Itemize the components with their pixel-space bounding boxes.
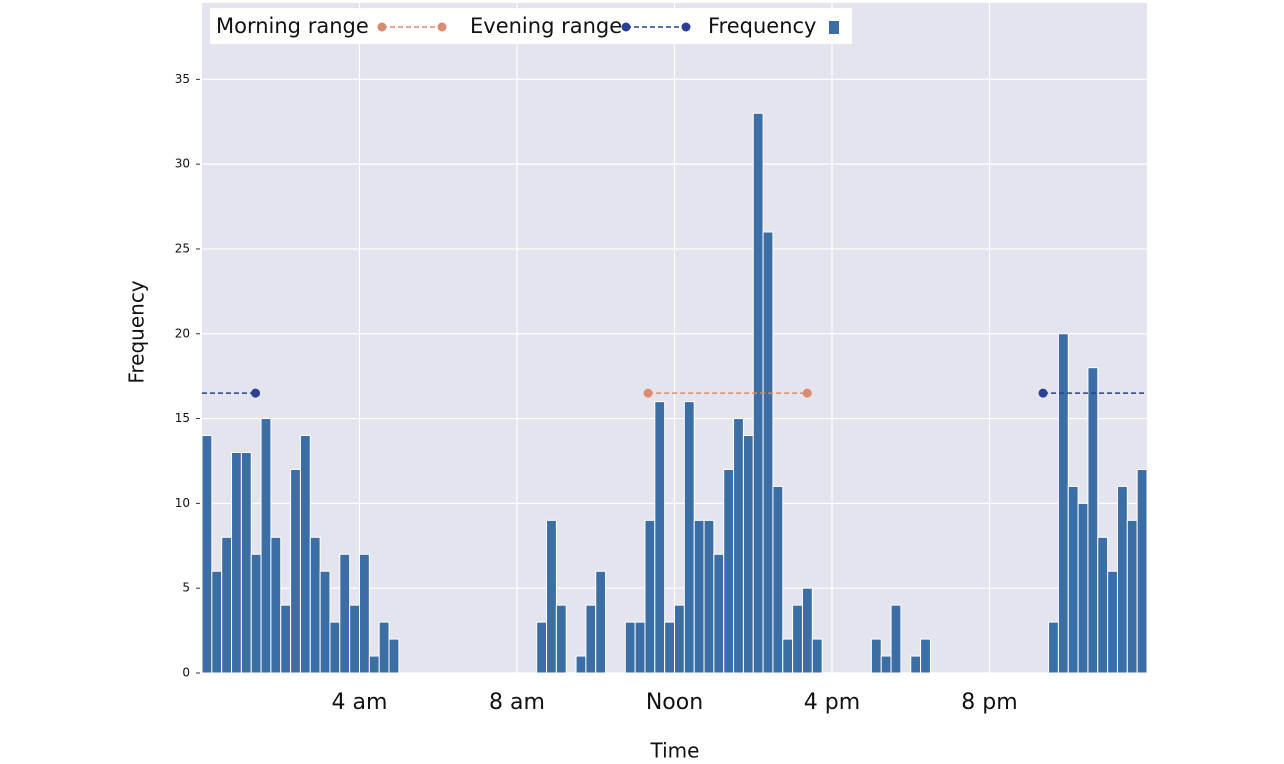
legend-label: Frequency — [708, 14, 817, 38]
bar — [870, 638, 882, 674]
bar — [920, 638, 931, 674]
x-axis-label: Time — [650, 739, 700, 763]
bar — [1048, 621, 1059, 674]
bar — [585, 604, 597, 674]
bar — [1057, 333, 1069, 674]
bar — [240, 451, 252, 674]
bar — [1107, 570, 1118, 674]
legend: Morning range Evening range Frequency — [210, 8, 852, 44]
x-tick-label: 8 am — [489, 690, 545, 715]
bar — [299, 435, 311, 674]
bar — [782, 638, 794, 674]
y-tick-label: 20 — [175, 326, 190, 340]
bar — [792, 604, 803, 674]
y-tick-label: 0 — [182, 666, 190, 680]
bar — [654, 401, 666, 674]
bar — [1136, 468, 1148, 674]
legend-marker — [377, 22, 387, 32]
bar — [703, 519, 715, 674]
bar — [546, 519, 557, 674]
bar — [880, 655, 892, 674]
bar — [742, 435, 754, 674]
range-marker — [251, 388, 261, 398]
x-tick-label: 4 am — [332, 690, 388, 715]
bar — [231, 451, 242, 674]
bar — [201, 435, 213, 674]
bar — [595, 570, 607, 674]
bar — [270, 536, 282, 674]
legend-marker — [437, 22, 447, 32]
bar — [221, 536, 233, 674]
bar — [1067, 485, 1079, 674]
y-tick-label: 15 — [175, 411, 190, 425]
y-tick-label: 30 — [175, 157, 190, 171]
bar — [772, 485, 784, 674]
bar — [280, 604, 292, 674]
bar — [644, 519, 656, 674]
x-tick-label: Noon — [646, 690, 703, 715]
bar — [1097, 536, 1109, 674]
bar — [1126, 519, 1138, 674]
bar — [359, 553, 370, 674]
bar — [683, 401, 695, 674]
bar — [339, 553, 351, 674]
bar — [290, 468, 301, 674]
bar — [260, 418, 272, 674]
bar — [693, 519, 705, 674]
y-tick-label: 35 — [175, 72, 190, 86]
bar — [890, 604, 902, 674]
bar — [1077, 502, 1089, 674]
bar — [1116, 485, 1128, 674]
bar — [733, 418, 744, 674]
bar — [309, 536, 321, 674]
bar — [575, 655, 587, 674]
y-axis-label: Frequency — [125, 280, 149, 383]
range-marker — [1038, 388, 1048, 398]
range-marker — [643, 388, 653, 398]
bar — [762, 231, 774, 674]
bar — [378, 621, 390, 674]
legend-swatch — [829, 21, 839, 34]
legend-label: Morning range — [216, 14, 369, 38]
range-marker — [802, 388, 812, 398]
bar — [713, 553, 725, 674]
y-tick-label: 5 — [182, 581, 190, 595]
legend-marker — [681, 22, 691, 32]
bar — [329, 621, 341, 674]
bar — [250, 553, 262, 674]
bar — [624, 621, 636, 674]
bar — [349, 604, 360, 674]
bar — [555, 604, 567, 674]
bar — [664, 621, 675, 674]
bar — [368, 655, 380, 674]
legend-label: Evening range — [470, 14, 622, 38]
bar — [674, 604, 685, 674]
legend-box — [210, 8, 852, 44]
bar — [801, 587, 813, 674]
bar — [536, 621, 548, 674]
y-tick-label: 10 — [175, 496, 190, 510]
bar — [634, 621, 646, 674]
bar — [388, 638, 400, 674]
bar — [910, 655, 922, 674]
bar — [319, 570, 331, 674]
bar — [811, 638, 823, 674]
bar — [211, 570, 223, 674]
bar — [723, 468, 735, 674]
legend-marker — [621, 22, 631, 32]
y-tick-label: 25 — [175, 241, 190, 255]
x-tick-label: 8 pm — [961, 690, 1017, 715]
x-tick-label: 4 pm — [804, 690, 860, 715]
bar — [1087, 367, 1099, 674]
